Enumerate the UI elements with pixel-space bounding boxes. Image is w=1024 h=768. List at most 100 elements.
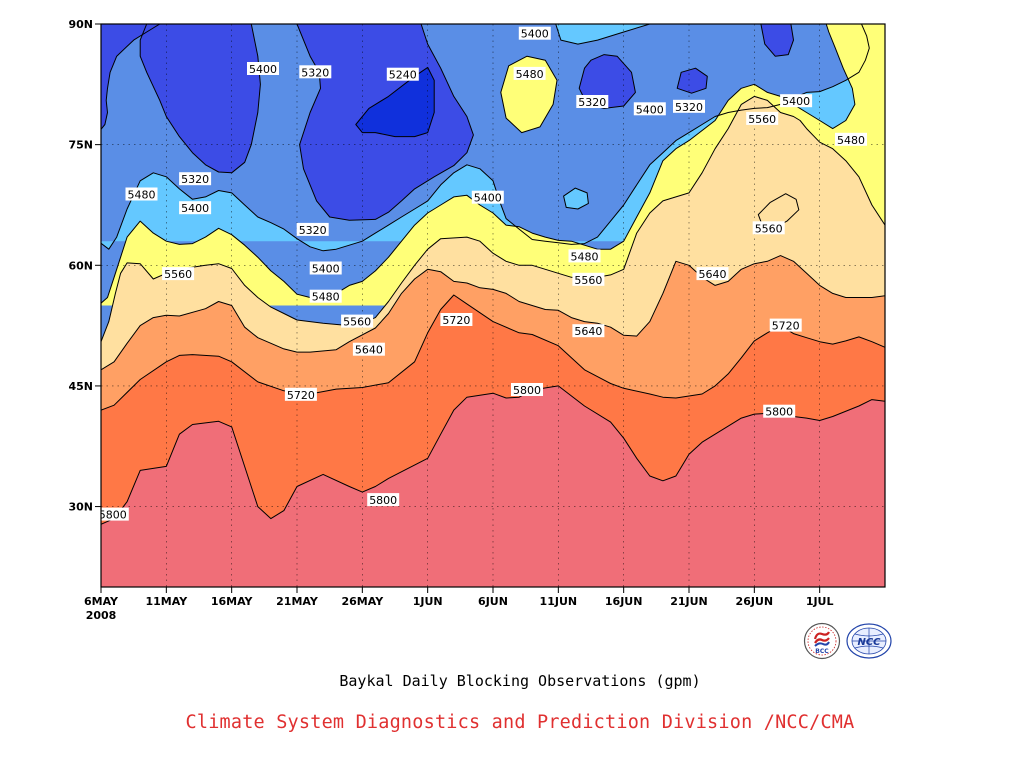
contour-label: 5400 bbox=[249, 63, 277, 76]
contour-line-5320-c bbox=[296, 24, 474, 221]
contour-label-box bbox=[440, 313, 473, 326]
x-tick-label: 11JUN bbox=[540, 595, 578, 608]
x-tick-label: 6MAY bbox=[84, 595, 119, 608]
x-tick-label: 6JUN bbox=[478, 595, 508, 608]
contour-label: 5560 bbox=[748, 113, 776, 126]
contour-label-box bbox=[284, 387, 317, 401]
y-tick-label: 45N bbox=[68, 380, 93, 393]
contour-label: 5480 bbox=[516, 68, 544, 81]
x-tick-label: 26MAY bbox=[341, 595, 384, 608]
contour-label-box bbox=[769, 318, 802, 332]
x-axis: 6MAY 11MAY 16MAY 21MAY 26MAY 1JUN 6JUN 11JUN 16J… bbox=[84, 595, 834, 622]
band-5320-g bbox=[760, 24, 794, 57]
contour-label-box bbox=[572, 272, 605, 286]
x-year-label: 2008 bbox=[86, 609, 117, 622]
contour-label: 5640 bbox=[355, 344, 383, 357]
bcc-logo-icon: BCC bbox=[803, 622, 841, 660]
contour-line-5320-f bbox=[676, 67, 708, 94]
contour-label: 5720 bbox=[772, 320, 800, 333]
contour-line-5240 bbox=[355, 66, 435, 138]
credit-line: Climate System Diagnostics and Predictio… bbox=[185, 712, 855, 733]
contour-label-box bbox=[386, 67, 419, 81]
contour-label-box bbox=[568, 249, 601, 263]
contour-label-box bbox=[309, 289, 342, 303]
contour-label-box bbox=[513, 66, 546, 80]
contour-label-box bbox=[518, 26, 551, 40]
contour-label: 5400 bbox=[181, 202, 209, 215]
contour-label-box bbox=[352, 342, 385, 356]
band-5320-b bbox=[140, 24, 261, 173]
contour-label-box bbox=[341, 314, 374, 328]
contour-label-box bbox=[299, 65, 332, 79]
contour-label: 5320 bbox=[578, 96, 606, 109]
contour-label: 5240 bbox=[389, 69, 417, 82]
contour-label-box bbox=[572, 324, 605, 338]
band-5320-west bbox=[101, 24, 160, 130]
contour-label: 5400 bbox=[636, 103, 664, 116]
contour-line-5320-b bbox=[139, 24, 261, 174]
contour-label-box bbox=[367, 493, 400, 507]
contour-label: 5640 bbox=[699, 268, 727, 281]
band-below-5240 bbox=[355, 67, 435, 137]
contour-label: 5800 bbox=[513, 384, 541, 397]
contour-label: 5320 bbox=[301, 66, 329, 79]
contour-label-box bbox=[780, 94, 813, 108]
contour-label: 5560 bbox=[164, 268, 192, 281]
contour-label: 5560 bbox=[343, 316, 371, 329]
contour-label-box bbox=[179, 172, 212, 186]
contour-label-box bbox=[296, 222, 329, 236]
x-tick-label: 26JUN bbox=[736, 595, 774, 608]
contour-label-box bbox=[835, 132, 867, 146]
contour-label: 5480 bbox=[837, 134, 865, 147]
contour-label: 5800 bbox=[369, 494, 397, 507]
contour-label: 5560 bbox=[574, 274, 602, 287]
contour-label-box bbox=[179, 201, 212, 215]
y-axis: 30N 45N 60N 75N 90N bbox=[68, 18, 93, 514]
contour-label-box bbox=[309, 261, 342, 275]
contour-label-box bbox=[633, 102, 666, 116]
band-5320-e bbox=[579, 54, 636, 109]
contour-label: 5640 bbox=[574, 325, 602, 338]
ncc-logo-icon: NCC bbox=[845, 622, 893, 660]
x-tick-label: 21JUN bbox=[670, 595, 708, 608]
contour-label: 5800 bbox=[99, 509, 127, 522]
contour-label-box bbox=[746, 111, 779, 125]
ncc-logo-text: NCC bbox=[857, 637, 881, 648]
contour-label: 5480 bbox=[571, 250, 599, 263]
contour-line-5400-island_a bbox=[563, 187, 589, 210]
band-5320-d bbox=[555, 24, 650, 45]
axis-tick-layer bbox=[95, 23, 821, 593]
contour-label-box bbox=[696, 267, 729, 281]
contour-label-box bbox=[511, 383, 543, 396]
y-tick-label: 30N bbox=[68, 501, 93, 514]
contour-label: 5400 bbox=[474, 192, 502, 205]
bcc-logo-text: BCC bbox=[815, 648, 829, 655]
y-tick-label: 75N bbox=[68, 139, 93, 152]
contour-label: 5480 bbox=[312, 291, 340, 304]
contour-label: 5320 bbox=[299, 224, 327, 237]
contour-label: 5560 bbox=[755, 222, 783, 235]
plot-area: 5400 5320 5240 5400 5480 5320 5400 5320 5400 5560… bbox=[99, 24, 885, 587]
contour-label: 5480 bbox=[128, 189, 156, 202]
x-tick-label: 21MAY bbox=[276, 595, 319, 608]
band-5320-f bbox=[677, 68, 708, 94]
contour-label-box bbox=[101, 507, 129, 521]
contour-label-box bbox=[125, 187, 158, 201]
band-5560-island bbox=[758, 193, 799, 229]
contour-label: 5720 bbox=[287, 389, 315, 402]
contour-label: 5320 bbox=[675, 101, 703, 114]
x-tick-label: 1JUL bbox=[806, 595, 834, 608]
contour-label-layer: 5400 5320 5240 5400 5480 5320 5400 5320 5400 5560… bbox=[99, 26, 867, 522]
contour-label: 5400 bbox=[521, 28, 549, 41]
contour-label: 5320 bbox=[181, 173, 209, 186]
contour-label-box bbox=[247, 62, 279, 75]
contour-line-5640 bbox=[101, 255, 885, 371]
contour-label-box bbox=[162, 267, 195, 281]
contour-line-5320-g bbox=[760, 24, 794, 57]
x-tick-label: 16JUN bbox=[605, 595, 643, 608]
contour-label: 5800 bbox=[765, 406, 793, 419]
y-tick-label: 90N bbox=[68, 18, 93, 31]
contour-label-box bbox=[673, 99, 705, 113]
band-5400-island bbox=[563, 188, 589, 209]
